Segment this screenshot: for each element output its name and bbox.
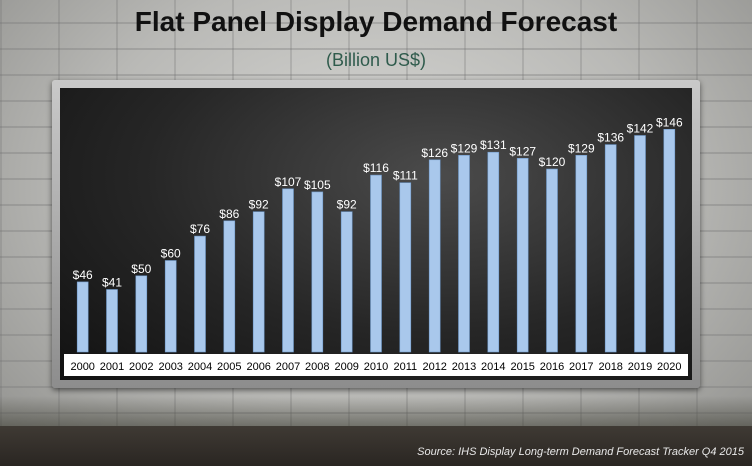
x-tick-label-2017: 2017: [569, 361, 593, 373]
data-label-2007: $107: [275, 175, 302, 189]
data-label-2019: $142: [627, 122, 654, 136]
data-label-2006: $92: [249, 198, 269, 212]
chart-subtitle: (Billion US$): [325, 50, 427, 70]
x-tick-label-2019: 2019: [628, 361, 652, 373]
data-label-2002: $50: [131, 262, 151, 276]
x-tick-label-2011: 2011: [393, 361, 417, 373]
data-label-2005: $86: [219, 207, 239, 221]
data-label-2010: $116: [363, 161, 389, 175]
x-tick-label-2014: 2014: [481, 361, 505, 373]
x-tick-label-2005: 2005: [217, 361, 241, 373]
x-axis-label-strip: [64, 354, 688, 376]
bar-2002: [135, 275, 148, 353]
data-label-2015: $127: [509, 144, 536, 158]
bar-2016: [546, 168, 558, 353]
data-label-2013: $129: [451, 141, 478, 155]
x-tick-label-2016: 2016: [540, 361, 564, 373]
data-label-2001: $41: [102, 276, 122, 290]
bar-2018: [604, 144, 617, 353]
bar-2004: [194, 235, 206, 353]
bar-chart: $46 2000 $41 2001 $50 2002 $60 2003 $76 2004 $86 20…: [64, 115, 688, 376]
x-tick-label-2000: 2000: [70, 361, 94, 373]
data-label-2004: $76: [190, 222, 210, 236]
bar-2020: [663, 128, 676, 353]
x-tick-label-2006: 2006: [246, 361, 270, 373]
bar-2008: [311, 191, 324, 353]
bar-2001: [106, 289, 118, 353]
bar-2009: [340, 211, 353, 353]
data-label-2009: $92: [337, 198, 357, 212]
x-tick-label-2004: 2004: [188, 361, 212, 373]
wooden-floor: [0, 426, 752, 466]
x-tick-label-2007: 2007: [276, 361, 300, 373]
x-tick-label-2015: 2015: [510, 361, 534, 373]
data-label-2008: $105: [304, 178, 331, 192]
ground-shadow: [0, 396, 752, 426]
x-tick-label-2003: 2003: [158, 361, 182, 373]
bar-2012: [428, 159, 441, 353]
data-label-2003: $60: [161, 247, 181, 261]
bar-2007: [282, 188, 294, 353]
bar-2017: [575, 155, 588, 353]
data-label-2018: $136: [597, 131, 624, 145]
bar-2005: [223, 220, 236, 353]
data-label-2014: $131: [480, 138, 507, 152]
x-tick-label-2012: 2012: [422, 361, 446, 373]
bar-2000: [76, 281, 89, 353]
x-tick-label-2001: 2001: [100, 361, 124, 373]
x-tick-label-2008: 2008: [305, 361, 329, 373]
bar-2015: [516, 158, 529, 353]
source-note: Source: IHS Display Long-term Demand For…: [417, 446, 744, 458]
data-label-2012: $126: [421, 146, 448, 160]
chart-title: Flat Panel Display Demand Forecast: [134, 6, 618, 37]
x-tick-label-2010: 2010: [364, 361, 388, 373]
x-tick-label-2020: 2020: [657, 361, 681, 373]
x-tick-label-2013: 2013: [452, 361, 476, 373]
bar-2003: [164, 260, 177, 353]
bar-2014: [487, 151, 500, 353]
x-tick-label-2002: 2002: [129, 361, 153, 373]
data-label-2017: $129: [568, 141, 595, 155]
x-tick-label-2018: 2018: [598, 361, 622, 373]
bar-2011: [399, 182, 412, 353]
data-label-2011: $111: [393, 169, 418, 183]
data-label-2020: $146: [656, 115, 683, 129]
bar-2006: [252, 211, 265, 353]
bar-2010: [370, 174, 382, 353]
data-label-2000: $46: [73, 268, 93, 282]
bar-2019: [634, 135, 646, 353]
x-tick-label-2009: 2009: [334, 361, 358, 373]
data-label-2016: $120: [539, 155, 566, 169]
bar-2013: [458, 155, 470, 353]
